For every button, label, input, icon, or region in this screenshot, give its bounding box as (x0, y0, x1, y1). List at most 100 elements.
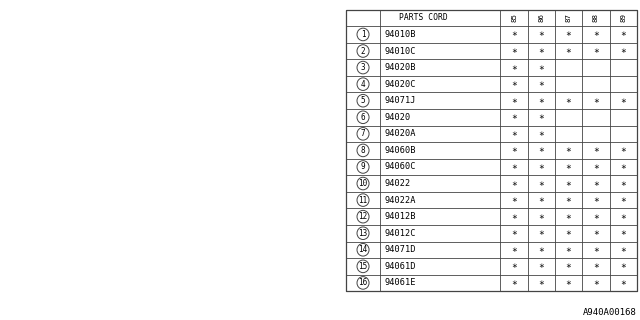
Text: 94060C: 94060C (384, 163, 415, 172)
Text: 94061D: 94061D (384, 262, 415, 271)
Text: 94071J: 94071J (384, 96, 415, 105)
Text: ∗: ∗ (620, 261, 626, 271)
Text: ∗: ∗ (566, 261, 572, 271)
Text: 94012B: 94012B (384, 212, 415, 221)
Text: ∗: ∗ (511, 96, 517, 106)
Text: ∗: ∗ (538, 278, 544, 288)
Text: ∗: ∗ (511, 162, 517, 172)
Text: ∗: ∗ (566, 228, 572, 238)
Text: A940A00168: A940A00168 (583, 308, 637, 317)
Text: 85: 85 (511, 13, 517, 22)
Text: ∗: ∗ (538, 228, 544, 238)
Text: 94022A: 94022A (384, 196, 415, 204)
Text: ∗: ∗ (511, 245, 517, 255)
Text: 94022: 94022 (384, 179, 410, 188)
Text: ∗: ∗ (538, 261, 544, 271)
Text: 8: 8 (361, 146, 365, 155)
Text: ∗: ∗ (538, 129, 544, 139)
Text: ∗: ∗ (620, 96, 626, 106)
Text: ∗: ∗ (511, 129, 517, 139)
Text: ∗: ∗ (620, 29, 626, 39)
Text: ∗: ∗ (538, 112, 544, 122)
Text: ∗: ∗ (593, 29, 599, 39)
Text: 15: 15 (358, 262, 367, 271)
Text: ∗: ∗ (538, 46, 544, 56)
Text: 88: 88 (593, 13, 599, 22)
Text: 94071D: 94071D (384, 245, 415, 254)
Text: 87: 87 (566, 13, 572, 22)
Text: 13: 13 (358, 229, 367, 238)
Text: ∗: ∗ (538, 79, 544, 89)
Text: 94012C: 94012C (384, 229, 415, 238)
Text: ∗: ∗ (538, 96, 544, 106)
Text: 94010C: 94010C (384, 46, 415, 55)
Text: ∗: ∗ (566, 212, 572, 222)
Text: ∗: ∗ (620, 212, 626, 222)
Text: ∗: ∗ (538, 179, 544, 188)
Text: PARTS CORD: PARTS CORD (399, 13, 448, 22)
Text: ∗: ∗ (538, 162, 544, 172)
Text: 4: 4 (361, 80, 365, 89)
Text: ∗: ∗ (511, 212, 517, 222)
Text: 94060B: 94060B (384, 146, 415, 155)
Text: ∗: ∗ (511, 278, 517, 288)
Text: ∗: ∗ (538, 29, 544, 39)
Text: 94020A: 94020A (384, 129, 415, 138)
Text: ∗: ∗ (593, 145, 599, 156)
Text: ∗: ∗ (511, 112, 517, 122)
Text: ∗: ∗ (620, 195, 626, 205)
Text: ∗: ∗ (593, 245, 599, 255)
Text: ∗: ∗ (593, 195, 599, 205)
Text: ∗: ∗ (511, 79, 517, 89)
Text: ∗: ∗ (593, 162, 599, 172)
Text: ∗: ∗ (593, 228, 599, 238)
Text: 11: 11 (358, 196, 367, 204)
Text: ∗: ∗ (593, 261, 599, 271)
Text: 94020B: 94020B (384, 63, 415, 72)
Text: 94020: 94020 (384, 113, 410, 122)
Text: 1: 1 (361, 30, 365, 39)
Text: ∗: ∗ (566, 145, 572, 156)
Text: ∗: ∗ (511, 29, 517, 39)
Text: ∗: ∗ (620, 46, 626, 56)
Text: ∗: ∗ (620, 162, 626, 172)
Text: ∗: ∗ (620, 278, 626, 288)
Text: 2: 2 (361, 46, 365, 55)
Text: ∗: ∗ (511, 145, 517, 156)
Text: ∗: ∗ (620, 179, 626, 188)
Text: ∗: ∗ (620, 228, 626, 238)
Text: ∗: ∗ (566, 96, 572, 106)
Text: ∗: ∗ (566, 245, 572, 255)
Text: 14: 14 (358, 245, 367, 254)
Text: ∗: ∗ (511, 46, 517, 56)
Text: ∗: ∗ (593, 46, 599, 56)
Text: ∗: ∗ (566, 46, 572, 56)
Text: 94061E: 94061E (384, 278, 415, 287)
Text: 12: 12 (358, 212, 367, 221)
Text: ∗: ∗ (538, 145, 544, 156)
Text: ∗: ∗ (511, 179, 517, 188)
Text: 9: 9 (361, 163, 365, 172)
Text: ∗: ∗ (593, 212, 599, 222)
Text: 6: 6 (361, 113, 365, 122)
Text: ∗: ∗ (538, 195, 544, 205)
Text: ∗: ∗ (538, 63, 544, 73)
Text: ∗: ∗ (511, 228, 517, 238)
Text: ∗: ∗ (566, 179, 572, 188)
Text: ∗: ∗ (566, 195, 572, 205)
Text: 94020C: 94020C (384, 80, 415, 89)
Text: ∗: ∗ (511, 63, 517, 73)
Text: 5: 5 (361, 96, 365, 105)
Text: ∗: ∗ (511, 261, 517, 271)
Text: 86: 86 (538, 13, 545, 22)
Text: ∗: ∗ (538, 212, 544, 222)
Text: ∗: ∗ (538, 245, 544, 255)
Text: 94010B: 94010B (384, 30, 415, 39)
Text: ∗: ∗ (566, 162, 572, 172)
Text: ∗: ∗ (593, 179, 599, 188)
Text: ∗: ∗ (593, 96, 599, 106)
Text: 3: 3 (361, 63, 365, 72)
Text: 89: 89 (620, 13, 627, 22)
Text: ∗: ∗ (620, 145, 626, 156)
Text: ∗: ∗ (593, 278, 599, 288)
